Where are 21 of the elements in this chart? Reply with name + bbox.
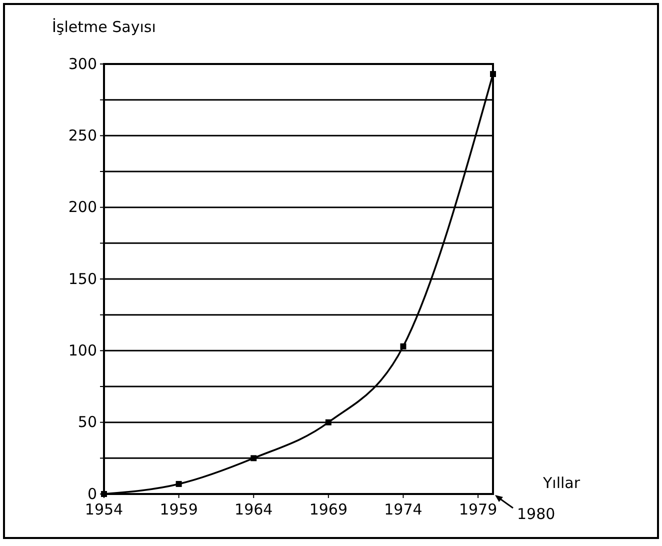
x-tick-label: 1974 [384,500,422,519]
y-tick-label: 250 [68,126,97,144]
point [325,419,332,426]
x-tick-label: 1969 [309,500,348,519]
x-tick-label: 1979 [458,500,498,519]
y-tick-label: 200 [68,198,97,216]
x-tick-label: 1959 [160,500,198,519]
x-axis-title: Yıllar [542,474,581,492]
y-tick-label: 50 [78,413,97,432]
point [490,71,496,78]
y-tick-label: 300 [68,54,97,73]
point [250,455,257,462]
point [176,480,182,487]
y-tick-label: 0 [87,484,97,503]
y-tick-label: 150 [68,270,97,288]
x-tick-label: 1954 [84,500,124,519]
x-tick-label: 1964 [234,500,273,519]
y-axis-title: İşletme Sayısı [52,18,156,36]
point [400,343,406,350]
text: 1980 [517,505,556,523]
y-tick-label: 100 [68,341,97,360]
